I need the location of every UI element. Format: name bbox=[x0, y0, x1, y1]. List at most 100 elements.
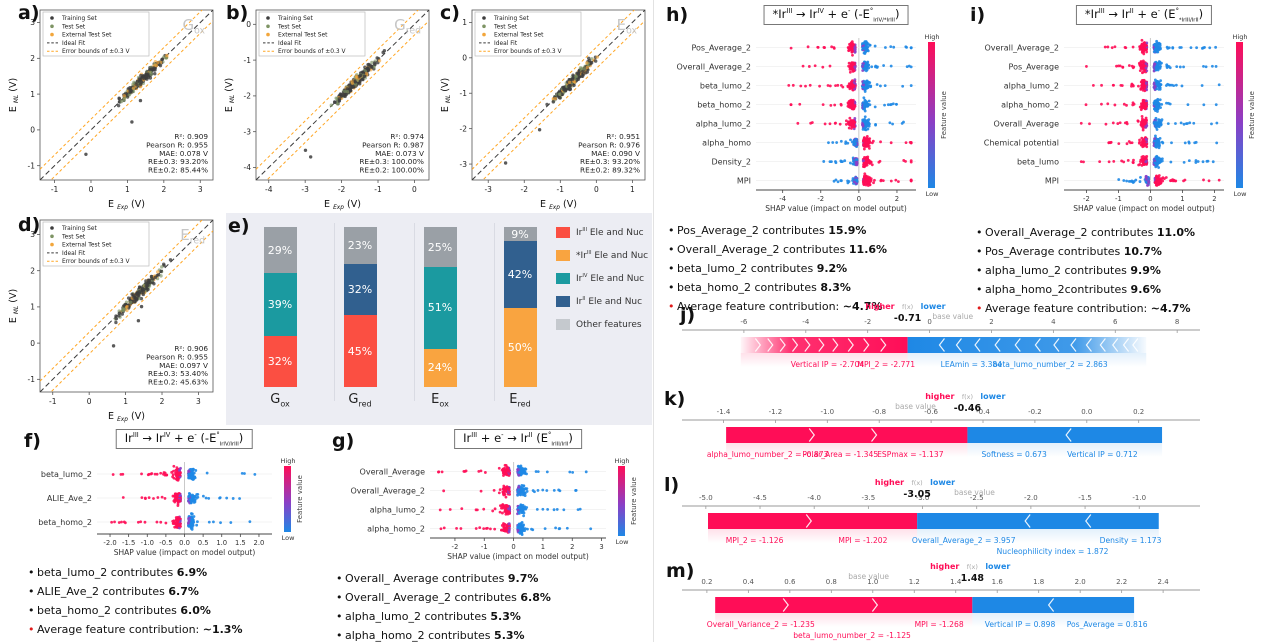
svg-text:f(x): f(x) bbox=[902, 303, 913, 311]
shap-force-plot-j: -6 -4 -2 0 2 4 6 8 higher f(x) lower -0.71 base valu… bbox=[660, 298, 1270, 388]
svg-text:beta_lumo_number_2 = 2.863: beta_lumo_number_2 = 2.863 bbox=[993, 360, 1108, 369]
panel-j: j) -6 -4 -2 0 2 4 6 8 higher f(x) lower -0.71 base v… bbox=[660, 298, 1270, 388]
svg-text:2.4: 2.4 bbox=[1158, 578, 1170, 586]
bullet-item: • Average feature contribution: ~4.7% bbox=[976, 302, 1191, 315]
svg-text:2.0: 2.0 bbox=[254, 539, 265, 547]
svg-text:Pos_Average_2: Pos_Average_2 bbox=[691, 43, 751, 52]
legend-item: IrIII Ele and Nuc bbox=[556, 227, 648, 238]
svg-text:-2: -2 bbox=[521, 185, 529, 194]
svg-text:-3.5: -3.5 bbox=[862, 494, 876, 502]
svg-text:2.0: 2.0 bbox=[1075, 578, 1086, 586]
bar-segment: 42% bbox=[503, 241, 537, 308]
svg-text:f(x): f(x) bbox=[967, 563, 978, 571]
svg-text:Low: Low bbox=[926, 190, 939, 198]
svg-text:-1.5: -1.5 bbox=[122, 539, 135, 547]
bars-area: 32% 39% 29% Gox 45% 32% 23% Gred 24% 51% 25% Eox 50%… bbox=[240, 227, 560, 409]
svg-text:2: 2 bbox=[570, 543, 574, 551]
bullet-item: • Average feature contribution: ~1.3% bbox=[28, 623, 243, 636]
svg-text:Pearson R: 0.955: Pearson R: 0.955 bbox=[146, 352, 208, 361]
svg-text:-1: -1 bbox=[28, 161, 36, 170]
svg-text:E Exp (V): E Exp (V) bbox=[324, 199, 361, 211]
panel-g-title: IrIII + e- → IrII (E°IrIII/IrII) bbox=[454, 429, 582, 450]
svg-text:3: 3 bbox=[599, 543, 603, 551]
panel-e: e) 32% 39% 29% Gox 45% 32% 23% Gred 24% 51% 25% Eox… bbox=[226, 213, 652, 425]
feature-contribution-bars: 32% 39% 29% Gox 45% 32% 23% Gred 24% 51% 25% Eox 50%… bbox=[226, 213, 652, 425]
svg-text:MPI: MPI bbox=[737, 176, 751, 185]
svg-text:-1.0: -1.0 bbox=[141, 539, 154, 547]
svg-text:1: 1 bbox=[30, 303, 35, 312]
panel-f-bullets: • beta_lumo_2 contributes 6.9% • ALIE_Ave_2… bbox=[28, 566, 314, 642]
panel-j-label: j) bbox=[680, 304, 696, 326]
svg-text:0.5: 0.5 bbox=[198, 539, 209, 547]
svg-text:Softness = 0.673: Softness = 0.673 bbox=[981, 450, 1046, 459]
panel-f-label: f) bbox=[24, 430, 41, 452]
svg-text:1: 1 bbox=[125, 185, 130, 194]
svg-text:Feature value: Feature value bbox=[296, 475, 304, 523]
panel-l: l) -5.0 -4.5 -4.0 -3.5 -3.0 -2.5 -2.0 -1.5 -1.0 h… bbox=[660, 474, 1270, 560]
svg-text:-1.4: -1.4 bbox=[717, 408, 731, 416]
legend-swatch bbox=[556, 319, 570, 330]
bullet-item: • beta_homo_2 contributes 6.0% bbox=[28, 604, 211, 617]
bar-2: 24% 51% 25% Eox bbox=[400, 227, 480, 409]
svg-text:2: 2 bbox=[895, 195, 899, 203]
svg-text:0.4: 0.4 bbox=[743, 578, 755, 586]
svg-text:alpha_lumo_2: alpha_lumo_2 bbox=[696, 119, 751, 128]
svg-text:0: 0 bbox=[511, 543, 515, 551]
svg-text:0: 0 bbox=[30, 126, 35, 135]
bar-legend: IrIII Ele and Nuc *IrIII Ele and Nuc IrIV … bbox=[556, 227, 648, 342]
svg-text:0: 0 bbox=[857, 195, 861, 203]
bar-segment: 50% bbox=[503, 307, 537, 387]
bar-0: 32% 39% 29% Gox bbox=[240, 227, 320, 409]
svg-text:-2: -2 bbox=[817, 195, 824, 203]
svg-text:0.0: 0.0 bbox=[1081, 408, 1092, 416]
bar-segment: 29% bbox=[263, 227, 297, 274]
svg-text:MPI = -1.202: MPI = -1.202 bbox=[838, 536, 887, 545]
svg-text:Pearson R: 0.987: Pearson R: 0.987 bbox=[362, 140, 424, 149]
svg-text:0.6: 0.6 bbox=[784, 578, 796, 586]
svg-text:higher: higher bbox=[875, 478, 904, 487]
svg-text:0.0: 0.0 bbox=[179, 539, 190, 547]
svg-text:-3: -3 bbox=[460, 160, 468, 169]
svg-text:Chemical potential: Chemical potential bbox=[984, 138, 1059, 147]
svg-text:Pearson R: 0.955: Pearson R: 0.955 bbox=[146, 140, 208, 149]
svg-text:High: High bbox=[1233, 34, 1248, 41]
svg-text:-3: -3 bbox=[301, 185, 309, 194]
svg-text:Ideal Fit: Ideal Fit bbox=[62, 41, 86, 47]
svg-text:1.6: 1.6 bbox=[992, 578, 1004, 586]
svg-text:Density = 1.173: Density = 1.173 bbox=[1100, 536, 1162, 545]
svg-text:Pos_Average: Pos_Average bbox=[1009, 62, 1060, 71]
panel-b-label: b) bbox=[226, 2, 249, 24]
svg-text:3: 3 bbox=[198, 185, 203, 194]
svg-text:E ML (V): E ML (V) bbox=[440, 78, 452, 112]
svg-text:Polar_Area = -1.345: Polar_Area = -1.345 bbox=[802, 450, 878, 459]
svg-text:beta_homo_2: beta_homo_2 bbox=[38, 518, 92, 527]
svg-text:0.2: 0.2 bbox=[1133, 408, 1144, 416]
svg-text:MPI = -1.268: MPI = -1.268 bbox=[915, 620, 964, 629]
svg-text:Overall_Average_2: Overall_Average_2 bbox=[984, 43, 1059, 52]
svg-text:-1: -1 bbox=[49, 397, 57, 406]
svg-text:6: 6 bbox=[1113, 318, 1118, 326]
svg-text:higher: higher bbox=[925, 392, 954, 401]
svg-text:Overall_Average_2 = 3.957: Overall_Average_2 = 3.957 bbox=[912, 536, 1016, 545]
svg-text:1.48: 1.48 bbox=[961, 573, 985, 584]
svg-text:Gox: Gox bbox=[182, 16, 205, 36]
svg-text:f(x): f(x) bbox=[912, 479, 923, 487]
svg-text:f(x): f(x) bbox=[962, 393, 973, 401]
section-divider bbox=[653, 0, 654, 642]
svg-text:beta_lumo_2: beta_lumo_2 bbox=[700, 81, 751, 90]
bar-segment: 25% bbox=[423, 227, 457, 268]
svg-text:0: 0 bbox=[246, 20, 251, 29]
panel-m-label: m) bbox=[666, 560, 695, 582]
svg-text:-0.2: -0.2 bbox=[1028, 408, 1042, 416]
svg-text:Overall_Average_2: Overall_Average_2 bbox=[350, 486, 425, 495]
svg-text:0: 0 bbox=[30, 339, 35, 348]
svg-text:1.0: 1.0 bbox=[867, 578, 878, 586]
panel-b: b) -4 -4 -3 -3 -2 -2 -1 -1 0 0 Training Set Test Se… bbox=[222, 2, 436, 212]
svg-text:-2.0: -2.0 bbox=[103, 539, 116, 547]
svg-text:High: High bbox=[615, 458, 630, 465]
legend-swatch bbox=[556, 250, 570, 261]
svg-text:-0.4: -0.4 bbox=[976, 408, 990, 416]
svg-text:MAE: 0.078 V: MAE: 0.078 V bbox=[159, 149, 208, 158]
svg-text:Low: Low bbox=[1234, 190, 1247, 198]
svg-text:Feature value: Feature value bbox=[940, 91, 948, 139]
